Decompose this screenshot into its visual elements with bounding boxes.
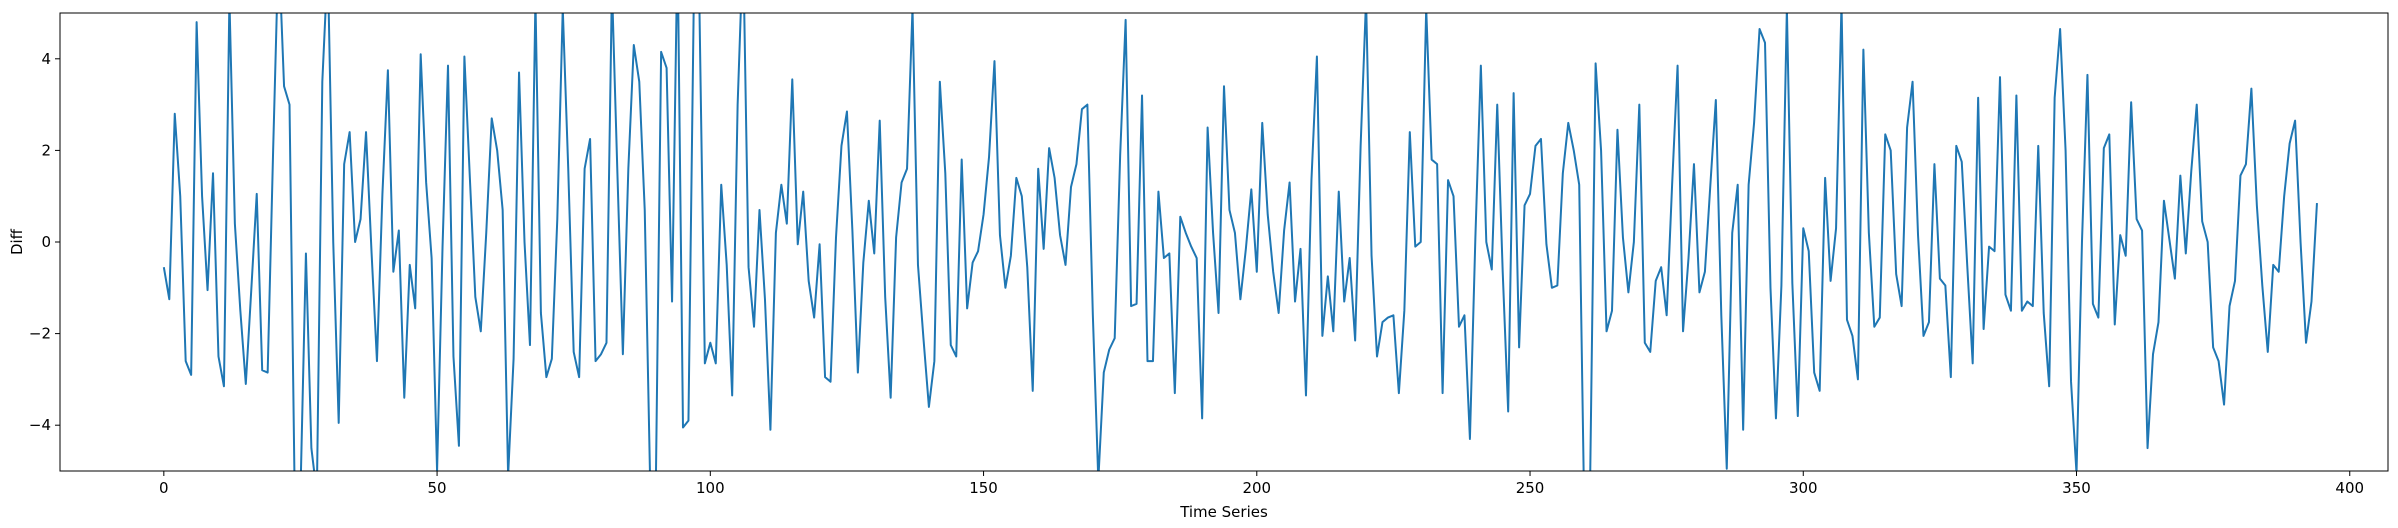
y-tick-label: 0	[41, 233, 51, 251]
x-axis-ticks: 0 50 100 150 200 250 300 350 400	[159, 471, 2364, 497]
y-axis-ticks: −4 −2 0 2 4	[29, 50, 60, 434]
x-tick-label: 250	[1516, 479, 1545, 497]
y-tick-label: 2	[41, 141, 51, 159]
x-tick-label: 100	[696, 479, 725, 497]
y-tick-label: −2	[29, 325, 51, 343]
x-tick-label: 50	[428, 479, 447, 497]
y-axis-label: Diff	[8, 228, 26, 255]
y-tick-label: −4	[29, 416, 51, 434]
x-axis-label: Time Series	[1179, 503, 1268, 521]
x-tick-label: 400	[2335, 479, 2364, 497]
x-tick-label: 200	[1242, 479, 1271, 497]
plot-frame	[59, 12, 2389, 472]
x-tick-label: 350	[2062, 479, 2091, 497]
x-tick-label: 300	[1789, 479, 1818, 497]
x-tick-label: 150	[969, 479, 998, 497]
x-tick-label: 0	[159, 479, 169, 497]
series-layer	[162, 13, 2318, 471]
y-tick-label: 4	[41, 50, 51, 68]
series-line	[162, 13, 2318, 471]
